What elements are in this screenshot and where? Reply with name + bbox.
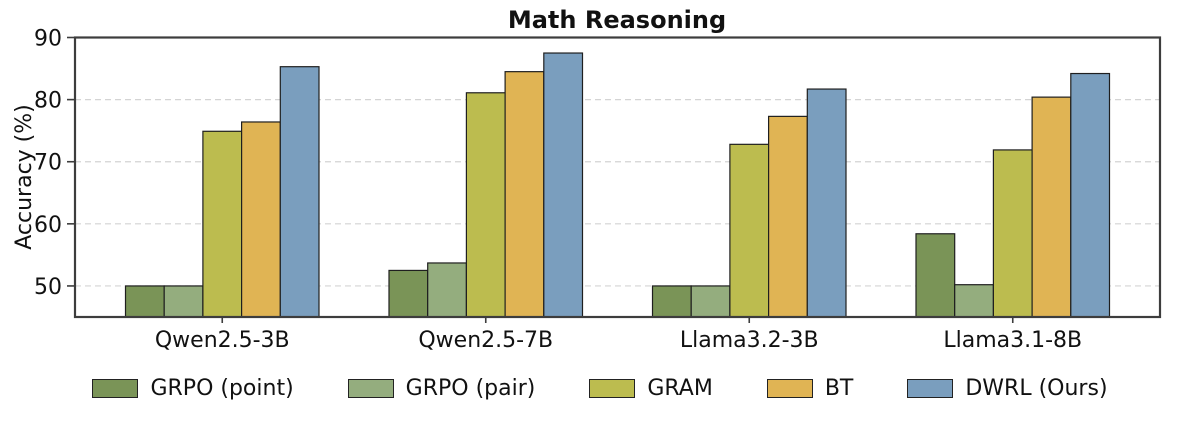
legend-swatch-grpo-pair [347, 378, 394, 398]
x-tick-label-qwen2-5-7b: Qwen2.5-7B [418, 328, 553, 353]
legend-label-grpo-pair: GRPO (pair) [405, 375, 536, 401]
legend-label-dwrl-ours: DWRL (Ours) [965, 375, 1108, 401]
bars-layer [124, 52, 1111, 318]
bar-llama3-1-8b-dwrl-ours [1070, 72, 1111, 318]
y-tick-label-60: 60 [34, 213, 62, 238]
legend-swatch-gram [589, 378, 636, 398]
bar-qwen2-5-3b-bt [241, 121, 281, 318]
bar-llama3-1-8b-grpo-pair [954, 284, 995, 318]
bar-llama3-2-3b-dwrl-ours [806, 88, 847, 318]
axes-layer: 50 60 70 80 90 Qwen2.5-3B Qwen2.5-7B Llama3.2-3… [34, 27, 1162, 353]
legend: GRPO (point) GRPO (pair) GRAM BT DWRL (Ours) [0, 372, 1200, 404]
legend-item-grpo-point: GRPO (point) [92, 375, 294, 401]
bar-llama3-2-3b-gram [729, 143, 770, 318]
legend-label-bt: BT [824, 375, 854, 401]
legend-label-gram: GRAM [647, 375, 713, 401]
bar-llama3-1-8b-bt [1031, 96, 1072, 318]
x-tick-label-llama3-2-3b: Llama3.2-3B [680, 328, 819, 353]
plot-frame [73, 36, 1162, 319]
legend-swatch-bt [766, 378, 813, 398]
legend-item-grpo-pair: GRPO (pair) [347, 375, 536, 401]
chart-title: Math Reasoning [508, 6, 726, 34]
legend-label-grpo-point: GRPO (point) [150, 375, 294, 401]
legend-swatch-grpo-point [92, 378, 139, 398]
y-tick-label-80: 80 [34, 89, 62, 114]
bar-llama3-2-3b-grpo-pair [690, 285, 731, 318]
y-tick-label-50: 50 [34, 275, 62, 300]
y-tick-label-90: 90 [34, 27, 62, 52]
bar-qwen2-5-7b-grpo-pair [427, 262, 468, 318]
bar-qwen2-5-7b-dwrl-ours [543, 52, 584, 318]
y-tick-label-70: 70 [34, 151, 62, 176]
bar-llama3-1-8b-gram [992, 149, 1033, 318]
x-tick-label-llama3-1-8b: Llama3.1-8B [943, 328, 1082, 353]
bar-qwen2-5-3b-grpo-point [124, 285, 165, 318]
legend-item-dwrl-ours: DWRL (Ours) [907, 375, 1108, 401]
bar-qwen2-5-7b-grpo-point [388, 269, 429, 318]
bar-qwen2-5-3b-dwrl-ours [279, 66, 320, 318]
legend-swatch-dwrl-ours [907, 378, 954, 398]
x-tick-label-qwen2-5-3b: Qwen2.5-3B [155, 328, 290, 353]
bar-qwen2-5-7b-gram [465, 92, 506, 318]
bar-qwen2-5-7b-bt [504, 71, 545, 318]
bar-llama3-1-8b-grpo-point [915, 233, 956, 318]
bar-llama3-2-3b-bt [767, 115, 808, 318]
y-axis-label: Accuracy (%) [12, 104, 37, 250]
legend-item-gram: GRAM [589, 375, 713, 401]
legend-item-bt: BT [766, 375, 854, 401]
bar-qwen2-5-3b-gram [202, 130, 243, 318]
bar-llama3-2-3b-grpo-point [651, 285, 692, 318]
bar-qwen2-5-3b-grpo-pair [163, 285, 204, 318]
